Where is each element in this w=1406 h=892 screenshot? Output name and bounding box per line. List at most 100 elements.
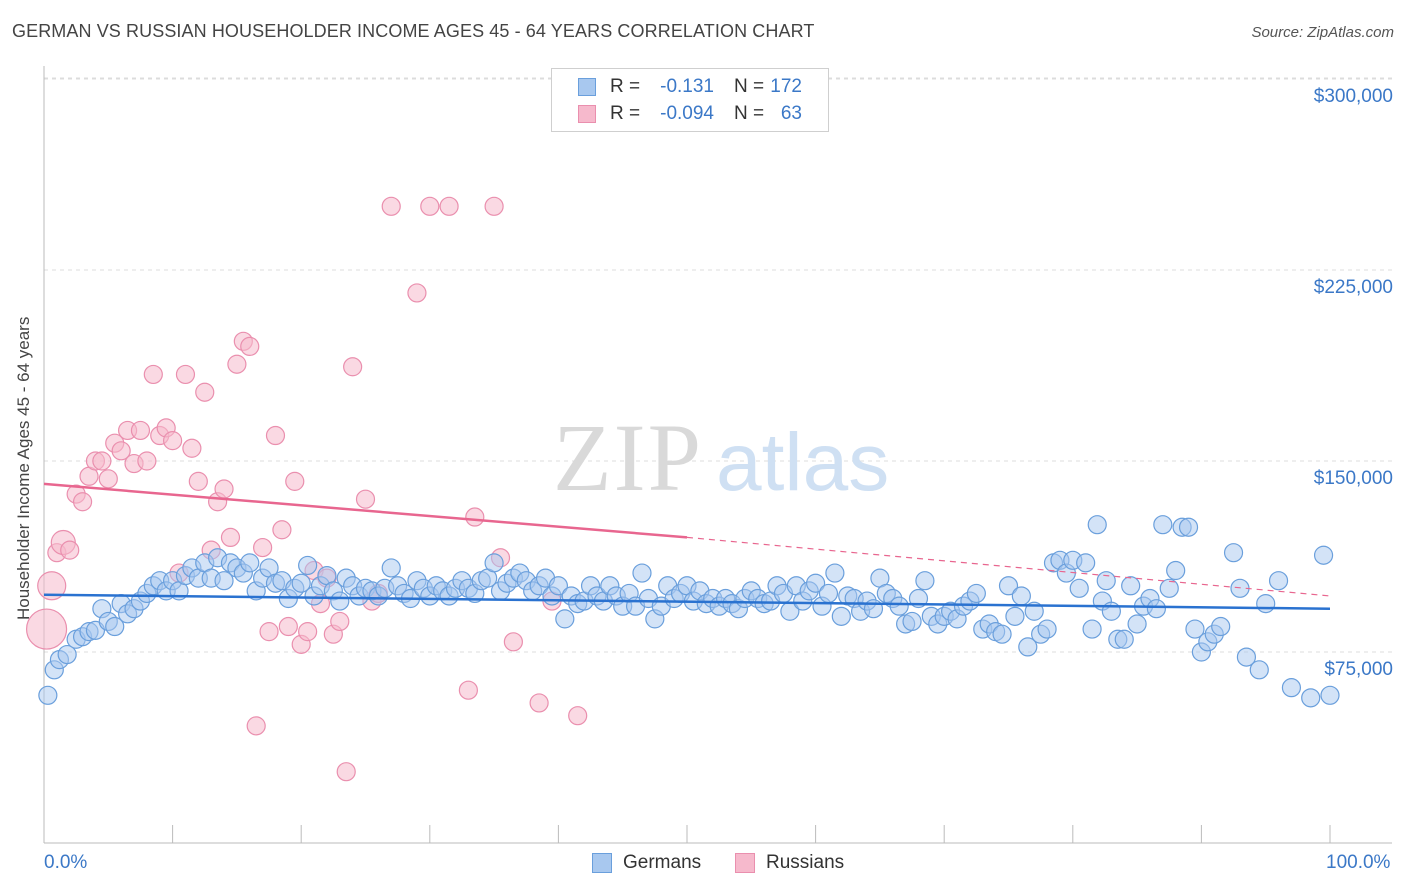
germans-point: [38, 685, 58, 705]
germans-point: [1281, 678, 1302, 698]
russians-point: [503, 632, 523, 652]
chart-title: GERMAN VS RUSSIAN HOUSEHOLDER INCOME AGE…: [12, 21, 815, 41]
legend-n-label: N =: [734, 76, 765, 97]
germans-point: [1146, 599, 1166, 619]
germans-point: [1082, 619, 1102, 639]
germans-point: [1096, 571, 1116, 591]
germans-point: [1114, 629, 1134, 649]
legend-r-label: R =: [610, 76, 641, 97]
legend-r-label: R =: [610, 103, 641, 124]
x-tick-label-max: 100.0%: [1326, 852, 1391, 873]
russians-point: [92, 451, 112, 471]
germans-point: [291, 573, 311, 593]
trend-lines: [43, 482, 1331, 610]
germans-point: [1159, 578, 1179, 598]
russians-point: [163, 431, 183, 451]
russians-point: [182, 438, 202, 458]
axes: [43, 66, 1392, 844]
germans-point: [214, 571, 234, 591]
russians-point: [188, 471, 208, 491]
germans-point: [1087, 515, 1107, 535]
germans-point: [818, 583, 839, 604]
germans-point: [1121, 576, 1141, 596]
y-tick-label: $300,000: [1313, 86, 1393, 107]
russians-point: [37, 571, 67, 601]
russians-point: [253, 537, 273, 558]
y-tick-label: $225,000: [1313, 277, 1393, 298]
germans-swatch: [578, 78, 596, 96]
source-label: Source: ZipAtlas.com: [1251, 24, 1394, 41]
germans-point: [1223, 543, 1244, 563]
russians-trend-line: [43, 482, 688, 539]
russians-point: [60, 540, 80, 560]
russians-point: [529, 693, 549, 713]
russians-point: [343, 357, 363, 377]
germans-point: [548, 576, 569, 596]
germans-point: [1076, 553, 1096, 573]
russians-point: [259, 622, 279, 642]
legend-r-value: -0.131: [660, 76, 714, 97]
watermark-atlas: atlas: [716, 417, 889, 508]
y-tick-label: $75,000: [1324, 659, 1393, 680]
germans-swatch: [592, 853, 612, 873]
russians-point: [484, 196, 504, 216]
germans-point: [330, 591, 350, 611]
russians-point: [278, 616, 298, 637]
germans-series: [38, 515, 1340, 708]
germans-point: [863, 599, 884, 619]
germans-point: [1127, 614, 1147, 634]
russians-point: [381, 196, 401, 216]
russians-legend-label: Russians: [766, 852, 845, 873]
germans-point: [632, 563, 652, 583]
russians-point: [272, 520, 292, 540]
germans-point: [1320, 685, 1340, 705]
germans-point: [1166, 560, 1186, 581]
legend: R = -0.131 N = 172 R = -0.094 N = 63: [551, 68, 829, 132]
germans-point: [1178, 517, 1199, 537]
germans-point: [1301, 688, 1321, 708]
germans-point: [966, 583, 986, 604]
russians-point: [336, 762, 356, 782]
russians-point: [130, 420, 151, 441]
russians-point: [439, 196, 459, 216]
russians-point: [111, 441, 131, 461]
russians-point: [407, 283, 427, 303]
germans-point: [998, 576, 1019, 596]
russians-trend-extension: [686, 536, 1331, 597]
germans-point: [1249, 660, 1269, 680]
russians-point: [240, 336, 260, 356]
russians-point: [98, 469, 118, 489]
germans-point: [1011, 586, 1031, 606]
germans-point: [831, 606, 851, 626]
russians-point: [355, 489, 376, 509]
germans-point: [1018, 637, 1038, 657]
germans-point: [805, 573, 826, 593]
legend-n-value: 63: [780, 103, 802, 124]
germans-point: [889, 596, 909, 616]
russians-point: [175, 364, 196, 385]
russians-point: [285, 471, 305, 491]
russians-point: [214, 479, 234, 499]
russians-point: [25, 608, 68, 650]
germans-point: [105, 616, 125, 637]
russians-point: [143, 364, 163, 385]
legend-r-value: -0.094: [660, 103, 714, 124]
germans-point: [1005, 606, 1025, 626]
russians-point: [298, 622, 318, 642]
x-tick-label-min: 0.0%: [44, 852, 88, 873]
germans-point: [57, 644, 77, 665]
germans-point: [555, 609, 575, 629]
russians-series: [25, 196, 588, 782]
germans-point: [484, 553, 504, 573]
russians-point: [330, 611, 350, 632]
russians-point: [137, 451, 157, 471]
germans-trend-line: [43, 593, 1331, 610]
germans-point: [381, 558, 401, 578]
germans-point: [298, 555, 318, 576]
germans-point: [1268, 571, 1289, 591]
germans-point: [1101, 601, 1121, 621]
germans-point: [825, 563, 845, 583]
germans-point: [1069, 578, 1089, 598]
germans-legend-label: Germans: [623, 852, 702, 873]
russians-swatch: [735, 853, 755, 873]
